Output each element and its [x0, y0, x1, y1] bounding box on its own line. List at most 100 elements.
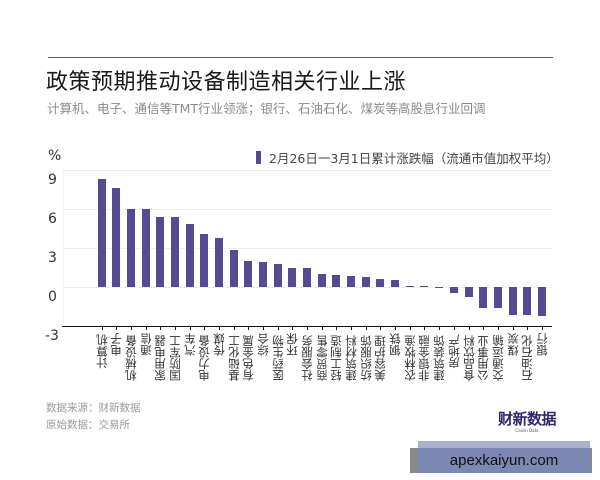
source-line-1: 数据来源：财新数据	[46, 402, 141, 414]
bar	[288, 267, 297, 287]
legend: 2月26日一3月1日累计涨跌幅（流通市值加权平均）	[256, 148, 559, 167]
x-tick-label: 家用电器	[153, 335, 168, 381]
x-tick	[336, 326, 338, 330]
x-tick-label: 建筑装饰	[432, 335, 447, 381]
x-tick-label: 建筑材料	[344, 335, 359, 381]
bar	[449, 287, 458, 293]
bar	[229, 249, 238, 287]
x-tick-label: 轻工制造	[329, 335, 344, 381]
y-tick-3: 3	[48, 250, 57, 266]
x-tick	[277, 326, 279, 330]
y-axis-unit: %	[48, 148, 62, 164]
bar	[332, 275, 341, 287]
x-tick-label: 社会服务	[300, 335, 315, 381]
gridline-3	[62, 248, 552, 249]
x-tick	[453, 326, 455, 330]
x-tick	[483, 326, 485, 330]
x-tick-label: 电子	[109, 333, 124, 356]
bar	[347, 275, 356, 287]
x-tick-label: 有色金属	[241, 335, 256, 381]
x-tick	[365, 326, 367, 330]
x-tick-label: 美容护理	[373, 335, 388, 381]
source-note: 数据来源：财新数据 原始数据：交易所	[46, 400, 141, 434]
chart-title: 政策预期推动设备制造相关行业上涨	[46, 70, 407, 95]
x-tick-label: 计算机	[94, 334, 109, 369]
bar	[479, 287, 488, 308]
bar	[361, 277, 370, 287]
x-tick	[248, 326, 250, 330]
bar	[391, 279, 400, 287]
y-axis-line	[63, 170, 64, 326]
bar	[126, 209, 135, 287]
x-tick-label: 房地产	[446, 334, 461, 369]
bar	[112, 188, 121, 287]
y-tick-0: 0	[48, 289, 57, 305]
top-rule	[48, 57, 553, 58]
bar	[420, 286, 429, 287]
x-tick-label: 汽车	[182, 333, 197, 356]
bar	[523, 287, 532, 315]
x-tick	[145, 326, 147, 330]
x-tick	[351, 326, 353, 330]
bar	[537, 287, 546, 316]
x-tick	[321, 326, 323, 330]
x-tick-label: 食品饮料	[461, 335, 476, 381]
x-tick	[130, 326, 132, 330]
source-line-2: 原始数据：交易所	[46, 419, 130, 431]
x-tick	[468, 326, 470, 330]
x-tick	[189, 326, 191, 330]
bar	[493, 287, 502, 308]
x-tick-label: 通信	[138, 333, 153, 356]
x-tick	[497, 326, 499, 330]
x-tick-label: 医药生物	[270, 335, 285, 381]
bar	[200, 233, 209, 287]
x-tick	[174, 326, 176, 330]
x-tick-label: 纺织服饰	[358, 335, 373, 381]
x-tick-label: 银行	[534, 333, 549, 356]
x-tick	[160, 326, 162, 330]
bar	[376, 278, 385, 287]
bar	[303, 267, 312, 287]
x-tick	[116, 326, 118, 330]
x-tick-label: 国防军工	[167, 335, 182, 381]
bar	[435, 287, 444, 288]
x-tick-label: 传媒	[211, 333, 226, 356]
x-tick	[439, 326, 441, 330]
x-tick-label: 石油石化	[520, 335, 535, 381]
x-tick-label: 非银金融	[417, 335, 432, 381]
x-tick	[512, 326, 514, 330]
x-tick	[395, 326, 397, 330]
x-axis-line	[62, 326, 552, 327]
x-tick	[262, 326, 264, 330]
x-tick	[380, 326, 382, 330]
bar	[97, 179, 106, 287]
bar	[273, 264, 282, 287]
bar	[244, 261, 253, 287]
gridline-0	[62, 287, 552, 288]
legend-label: 2月26日一3月1日累计涨跌幅（流通市值加权平均）	[269, 151, 559, 166]
x-tick	[307, 326, 309, 330]
bar	[508, 287, 517, 315]
x-tick-label: 公用事业	[476, 335, 491, 381]
x-tick-label: 商贸零售	[314, 335, 329, 381]
x-tick-label: 机械设备	[123, 335, 138, 381]
x-tick-label: 钢铁	[388, 333, 403, 356]
x-tick	[233, 326, 235, 330]
bar	[214, 237, 223, 287]
bar	[317, 274, 326, 287]
y-tick-9: 9	[48, 172, 57, 188]
legend-swatch	[256, 151, 261, 164]
x-tick	[101, 326, 103, 330]
y-tick-6: 6	[48, 211, 57, 227]
gridline-9	[62, 170, 552, 171]
bar	[464, 287, 473, 297]
x-tick	[218, 326, 220, 330]
x-tick	[541, 326, 543, 330]
logo-main-text: 财新数据	[498, 410, 557, 428]
gridline-6	[62, 209, 552, 210]
x-tick	[527, 326, 529, 330]
bar	[156, 216, 165, 287]
bar	[405, 285, 414, 287]
x-tick-label: 基础化工	[226, 335, 241, 381]
x-tick	[409, 326, 411, 330]
